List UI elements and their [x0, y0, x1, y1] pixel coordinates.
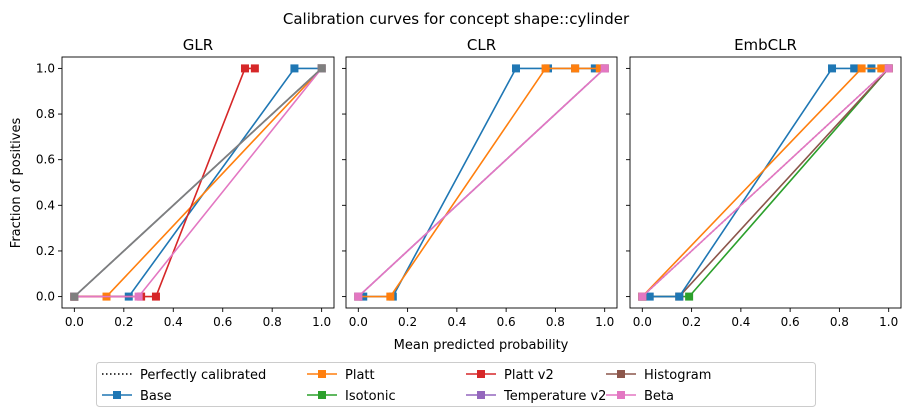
marker-beta	[638, 292, 647, 301]
x-tick-label: 1.0	[595, 315, 614, 329]
legend-item-perfectly-calibrated: Perfectly calibrated	[102, 368, 266, 383]
plot-area	[638, 64, 893, 301]
legend-item-histogram: Histogram	[606, 368, 711, 383]
legend-item-beta: Beta	[606, 389, 674, 404]
figure-suptitle: Calibration curves for concept shape::cy…	[283, 10, 630, 28]
marker-histogram	[70, 292, 79, 301]
legend-item-temperature-v2: Temperature v2	[466, 389, 606, 404]
x-tick-label: 0.4	[447, 315, 466, 329]
legend-label: Platt	[345, 368, 375, 383]
legend-item-base: Base	[102, 389, 172, 404]
marker-platt	[541, 64, 550, 73]
marker-beta	[354, 292, 363, 301]
marker-histogram	[317, 64, 326, 73]
legend-label: Perfectly calibrated	[140, 368, 266, 383]
y-tick-label: 1.0	[36, 61, 55, 75]
legend-label: Temperature v2	[503, 389, 606, 404]
series-line-platt-v2	[74, 67, 255, 298]
legend-label: Beta	[644, 389, 674, 404]
legend-label: Isotonic	[345, 389, 396, 404]
x-tick-label: 0.4	[164, 315, 183, 329]
y-tick-label: 0.0	[36, 290, 55, 304]
legend-marker	[477, 391, 485, 399]
x-tick-label: 0.8	[546, 315, 565, 329]
legend-label: Base	[140, 389, 172, 404]
marker-platt	[857, 64, 866, 73]
x-tick-label: 0.4	[731, 315, 750, 329]
plot-area	[354, 64, 609, 301]
x-tick-label: 0.0	[65, 315, 84, 329]
marker-platt	[595, 64, 604, 73]
panel-title: GLR	[183, 36, 213, 54]
x-tick-label: 1.0	[879, 315, 898, 329]
marker-beta	[134, 292, 143, 301]
y-tick-label: 0.4	[36, 198, 55, 212]
x-tick-label: 0.0	[633, 315, 652, 329]
series-line-beta	[357, 67, 606, 298]
x-tick-label: 0.6	[213, 315, 232, 329]
marker-base	[828, 64, 837, 73]
plot-area	[70, 64, 326, 301]
marker-beta	[600, 64, 609, 73]
x-tick-label: 0.6	[497, 315, 516, 329]
marker-platt-v2	[250, 64, 259, 73]
marker-base	[645, 292, 654, 301]
legend: Perfectly calibrated Base Platt Isotonic Pla…	[96, 362, 816, 407]
x-tick-label: 0.6	[781, 315, 800, 329]
y-tick-label: 0.6	[36, 153, 55, 167]
legend-item-platt: Platt	[307, 368, 375, 383]
axes-frame	[345, 56, 618, 309]
marker-platt-v2	[151, 292, 160, 301]
legend-label: Histogram	[644, 368, 711, 383]
marker-platt	[571, 64, 580, 73]
marker-platt	[386, 292, 395, 301]
x-axis-label: Mean predicted probability	[394, 338, 569, 353]
x-tick-label: 0.8	[830, 315, 849, 329]
y-tick-label: 0.2	[36, 244, 55, 258]
legend-marker	[318, 391, 326, 399]
marker-base	[511, 64, 520, 73]
marker-platt	[877, 64, 886, 73]
legend-marker	[617, 391, 625, 399]
axes-frame	[61, 56, 335, 309]
legend-marker	[477, 370, 485, 378]
legend-item-platt-v2: Platt v2	[466, 368, 554, 383]
marker-isotonic	[685, 292, 694, 301]
legend-marker	[318, 370, 326, 378]
x-tick-label: 0.2	[114, 315, 133, 329]
x-tick-label: 0.0	[349, 315, 368, 329]
panel-embclr: EmbCLR 0.0 0.2 0.4 0.6 0.8 1.0	[626, 36, 902, 329]
panel-title: EmbCLR	[734, 36, 797, 54]
marker-beta	[884, 64, 893, 73]
marker-base	[290, 64, 299, 73]
y-tick-label: 0.8	[36, 107, 55, 121]
series-line-beta	[641, 67, 890, 298]
legend-marker	[617, 370, 625, 378]
legend-marker	[113, 391, 121, 399]
axes-frame	[629, 56, 902, 309]
legend-label: Platt v2	[504, 368, 554, 383]
x-tick-label: 0.8	[263, 315, 282, 329]
panel-glr: GLR 0.0 0.0 0.2 0.2 0.4 0.4 0.6 0.6 0.8 0.8 1.0 1.0	[36, 36, 335, 329]
x-tick-label: 0.2	[682, 315, 701, 329]
marker-platt-v2	[240, 64, 249, 73]
marker-base	[675, 292, 684, 301]
series-line-histogram	[73, 67, 323, 298]
marker-base	[850, 64, 859, 73]
panel-clr: CLR 0.0 0.2 0.4 0.6 0.8 1.0	[342, 36, 618, 329]
x-tick-label: 1.0	[312, 315, 331, 329]
panel-title: CLR	[467, 36, 496, 54]
x-tick-label: 0.2	[398, 315, 417, 329]
y-axis-label: Fraction of positives	[9, 118, 24, 249]
panels-group: GLR0.00.00.20.20.40.40.60.60.80.81.01.0C…	[36, 36, 902, 329]
legend-item-isotonic: Isotonic	[307, 389, 396, 404]
